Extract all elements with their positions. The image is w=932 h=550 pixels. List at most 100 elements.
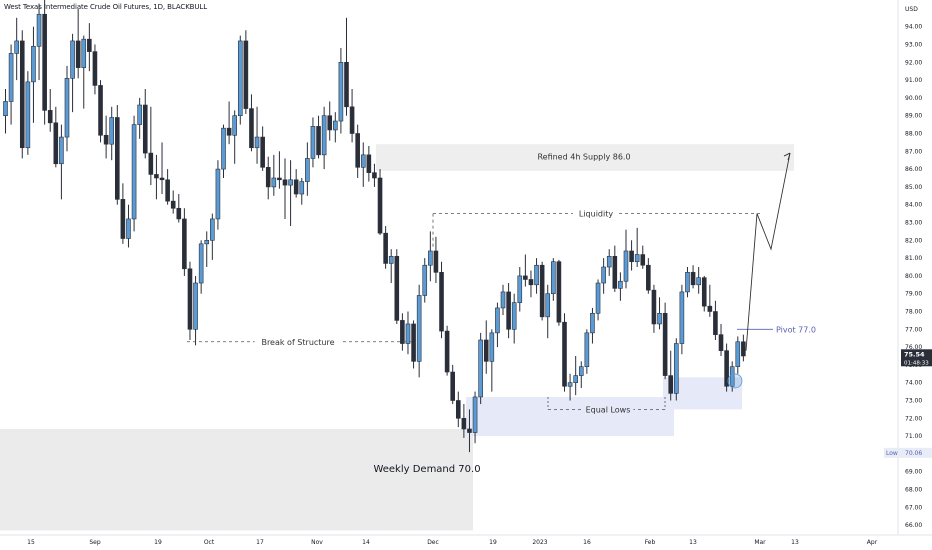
candle	[299, 178, 305, 205]
candle	[428, 231, 433, 282]
candle	[226, 101, 232, 145]
candle	[506, 283, 511, 339]
candle	[126, 204, 131, 248]
bull-candle-body	[109, 117, 115, 145]
candle	[528, 270, 534, 298]
bear-candle-body	[372, 172, 377, 179]
candle	[444, 325, 450, 376]
bull-candle-body	[210, 218, 215, 241]
candle	[735, 336, 741, 374]
equal-lows-demand-zone	[466, 396, 674, 437]
price-tick-label: 80.00	[905, 273, 922, 280]
bull-candle-body	[478, 339, 483, 398]
bull-candle-body	[388, 256, 394, 264]
candle	[271, 154, 277, 196]
candle	[394, 249, 400, 324]
candle	[182, 208, 187, 276]
bear-candle-body	[92, 51, 98, 86]
bear-candle-body	[148, 152, 154, 175]
bear-candle-body	[724, 350, 729, 387]
candle	[260, 126, 265, 171]
bull-candle-body	[131, 124, 137, 220]
candle	[360, 142, 366, 187]
bear-candle-body	[19, 40, 25, 149]
bear-candle-body	[366, 154, 372, 173]
candle	[707, 284, 713, 317]
time-tick-label: 13	[791, 539, 799, 546]
candle	[187, 261, 193, 340]
candle	[305, 142, 310, 196]
bear-candle-body	[182, 218, 187, 270]
candle	[701, 275, 707, 312]
price-tick-label: 66.00	[905, 522, 922, 529]
bear-candle-body	[701, 277, 707, 307]
price-axis[interactable]: USD66.0067.0068.0069.0070.0071.0072.0073…	[884, 0, 932, 534]
bear-candle-body	[120, 199, 126, 239]
bull-candle-body	[584, 332, 590, 367]
candle	[523, 254, 528, 287]
candle	[344, 17, 349, 116]
bull-candle-body	[489, 332, 495, 362]
bull-candle-body	[305, 158, 310, 182]
bull-candle-body	[338, 61, 344, 122]
candle	[36, 3, 42, 81]
candle	[690, 265, 696, 289]
time-axis[interactable]: 15 Sep 19 Oct 17 Nov 14 Dec 19 2023 16 Feb 13 Mar 13 Ap…	[0, 534, 932, 546]
bear-candle-body	[377, 177, 383, 234]
bull-candle-body	[606, 256, 612, 268]
bear-candle-body	[411, 323, 416, 362]
candle	[120, 183, 126, 244]
bear-candle-body	[400, 320, 405, 344]
candle	[25, 71, 31, 155]
bull-candle-body	[321, 115, 327, 156]
candle	[193, 275, 198, 346]
bear-candle-body	[170, 200, 176, 209]
bull-candle-body	[70, 40, 75, 79]
candle	[500, 284, 506, 316]
candle	[534, 258, 539, 294]
candle	[137, 97, 142, 139]
candle	[405, 311, 411, 355]
price-tick-label: 67.00	[905, 504, 922, 511]
bull-candle-body	[215, 168, 221, 220]
candle	[249, 94, 254, 152]
candle	[42, 0, 47, 125]
bull-candle-body	[685, 272, 690, 293]
bull-candle-body	[193, 282, 198, 330]
candle	[606, 249, 612, 276]
candle	[662, 302, 668, 380]
time-tick-label: 16	[583, 539, 591, 546]
candle	[567, 373, 573, 401]
bear-candle-body	[349, 106, 355, 134]
bear-candle-body	[539, 264, 545, 318]
bull-candle-body	[333, 120, 338, 131]
candle	[713, 300, 718, 340]
low-label-badge	[884, 447, 901, 458]
bull-candle-body	[601, 266, 606, 284]
bull-candle-body	[204, 240, 210, 245]
bull-candle-body	[271, 177, 277, 188]
candle	[623, 229, 629, 289]
candle	[265, 156, 271, 200]
candle	[170, 190, 176, 214]
candle	[148, 106, 154, 186]
price-badge-countdown: 01:48:33	[904, 360, 929, 366]
price-tick-label: 86.00	[905, 166, 922, 173]
candle	[679, 284, 685, 355]
price-tick-label: 87.00	[905, 148, 922, 155]
bear-candle-body	[668, 375, 674, 394]
bull-candle-body	[14, 40, 19, 54]
candle	[215, 160, 221, 230]
candle	[517, 267, 523, 312]
time-tick-label: Mar	[754, 539, 766, 546]
price-tick-label: 79.00	[905, 291, 922, 298]
candle	[98, 80, 103, 143]
price-tick-label: 85.00	[905, 184, 922, 191]
bear-candle-body	[640, 254, 646, 266]
price-tick-label: 93.00	[905, 42, 922, 49]
bull-candle-body	[237, 40, 243, 117]
bear-candle-body	[142, 104, 148, 154]
equal-lows-label-bg	[582, 404, 634, 417]
bear-candle-body	[506, 291, 511, 330]
